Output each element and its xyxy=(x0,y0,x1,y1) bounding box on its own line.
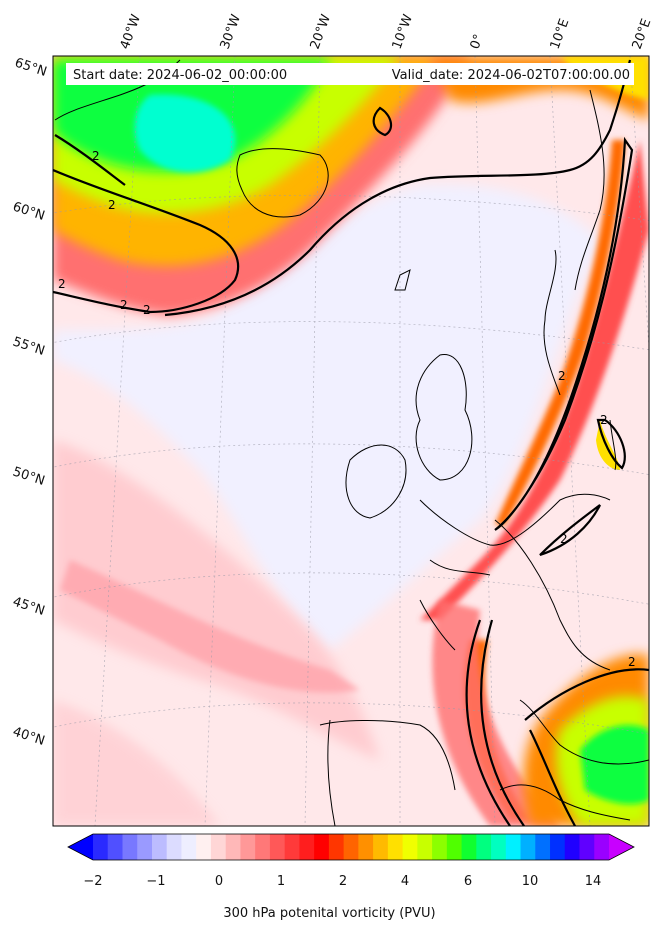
colorbar-outline xyxy=(67,833,635,861)
colorbar-swatch xyxy=(196,834,212,860)
colorbar-swatch xyxy=(137,834,153,860)
lat-label: 55°N xyxy=(11,335,47,359)
contour-label: 2 xyxy=(558,369,566,383)
colorbar-tick-label: 6 xyxy=(464,874,472,889)
colorbar-swatch xyxy=(402,834,418,860)
colorbar-tick-label: 2 xyxy=(339,874,347,889)
colorbar-tick-label: 4 xyxy=(401,874,409,889)
latitude-labels: 65°N 60°N 55°N 50°N 45°N 40°N xyxy=(11,56,49,749)
map-frame xyxy=(52,55,650,827)
contour-label: 2 xyxy=(560,532,568,546)
colorbar-swatch xyxy=(328,834,345,860)
colorbar-swatch xyxy=(255,834,271,860)
colorbar-tick-label: 14 xyxy=(585,874,602,889)
lon-label: 20°E xyxy=(630,17,655,52)
contour-labels: 2 2 2 2 2 2 2 2 2 xyxy=(58,149,636,669)
colorbar xyxy=(67,833,635,861)
longitude-labels: 40°W 30°W 20°W 10°W 0° 10°E 20°E xyxy=(118,12,655,51)
header-box xyxy=(66,63,634,85)
colorbar-swatch xyxy=(284,834,300,860)
colorbar-swatch xyxy=(166,834,183,860)
lat-label: 65°N xyxy=(13,56,49,80)
colorbar-extend-min xyxy=(68,834,93,860)
contour-label: 2 xyxy=(600,413,608,427)
colorbar-tick-label: −2 xyxy=(83,874,102,889)
colorbar-swatch xyxy=(520,834,536,860)
valid-date-label: Valid_date: 2024-06-02T07:00:00.00 xyxy=(392,68,630,83)
colorbar-swatch xyxy=(93,834,109,860)
colorbar-swatch xyxy=(476,834,492,860)
contour-label: 2 xyxy=(120,298,128,312)
colorbar-extend-max xyxy=(609,834,634,860)
lon-label: 20°W xyxy=(308,12,334,51)
colorbar-swatch xyxy=(210,834,227,860)
colorbar-swatch xyxy=(594,834,610,860)
colorbar-tick-label: −1 xyxy=(146,874,165,889)
contour-label: 2 xyxy=(58,277,66,291)
colorbar-swatch xyxy=(505,834,522,860)
colorbar-swatch xyxy=(564,834,581,860)
colorbar-swatch xyxy=(240,834,256,860)
colorbar-swatch xyxy=(446,834,463,860)
colorbar-swatch xyxy=(225,834,242,860)
lon-label: 10°E xyxy=(548,17,573,52)
colorbar-swatch xyxy=(387,834,404,860)
lon-label: 30°W xyxy=(218,12,244,51)
lat-label: 50°N xyxy=(11,465,47,489)
contour-label: 2 xyxy=(108,198,116,212)
colorbar-swatch xyxy=(491,834,507,860)
colorbar-swatch xyxy=(358,834,374,860)
lon-label: 10°W xyxy=(390,12,416,51)
contour-label: 2 xyxy=(628,655,636,669)
colorbar-tick-label: 10 xyxy=(522,874,539,889)
graticule xyxy=(53,56,649,826)
colorbar-swatch xyxy=(550,834,566,860)
colorbar-swatch xyxy=(579,834,595,860)
contour-label: 2 xyxy=(143,303,151,317)
start-date-label: Start date: 2024-06-02_00:00:00 xyxy=(73,68,287,83)
colorbar-swatch xyxy=(122,834,138,860)
colorbar-ticks: −2 −1 0 1 2 4 6 10 14 xyxy=(83,874,601,889)
lon-label: 0° xyxy=(468,32,487,51)
colorbar-swatch xyxy=(269,834,286,860)
contour-label: 2 xyxy=(92,149,100,163)
colorbar-swatch xyxy=(461,834,477,860)
lon-label: 40°W xyxy=(118,12,144,51)
colorbar-swatch xyxy=(373,834,389,860)
lat-label: 40°N xyxy=(11,725,47,749)
colorbar-swatch xyxy=(535,834,551,860)
colorbar-tick-label: 1 xyxy=(277,874,285,889)
pv-field xyxy=(53,56,649,826)
colorbar-swatch xyxy=(107,834,124,860)
colorbar-swatch xyxy=(432,834,448,860)
colorbar-swatch xyxy=(343,834,359,860)
colorbar-swatch xyxy=(181,834,197,860)
pv-2-contours xyxy=(53,59,649,826)
lat-label: 45°N xyxy=(11,595,47,619)
colorbar-swatch xyxy=(417,834,433,860)
colorbar-swatch xyxy=(299,834,315,860)
colorbar-swatch xyxy=(314,834,330,860)
colorbar-title: 300 hPa potenital vorticity (PVU) xyxy=(223,906,436,921)
colorbar-swatch xyxy=(151,834,168,860)
colorbar-tick-label: 0 xyxy=(215,874,223,889)
lat-label: 60°N xyxy=(11,200,47,224)
